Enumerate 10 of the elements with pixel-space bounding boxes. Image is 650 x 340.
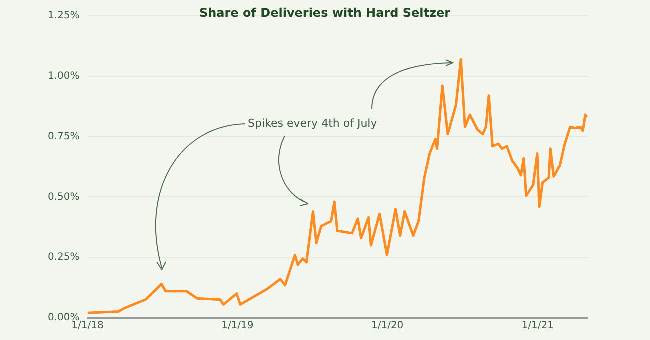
x-tick-label: 1/1/21 [522,320,554,332]
y-tick-label: 0.50% [48,192,80,203]
x-tick-label: 1/1/19 [222,320,254,332]
chart-title: Share of Deliveries with Hard Seltzer [199,6,451,20]
y-tick-label: 0.25% [48,252,80,264]
y-tick-label: 0.75% [48,131,80,142]
x-tick-label: 1/1/20 [371,320,404,332]
y-tick-label: 1.00% [48,70,80,82]
y-tick-label: 1.25% [48,10,80,22]
annotation: Spikes every 4th of July [248,117,378,130]
